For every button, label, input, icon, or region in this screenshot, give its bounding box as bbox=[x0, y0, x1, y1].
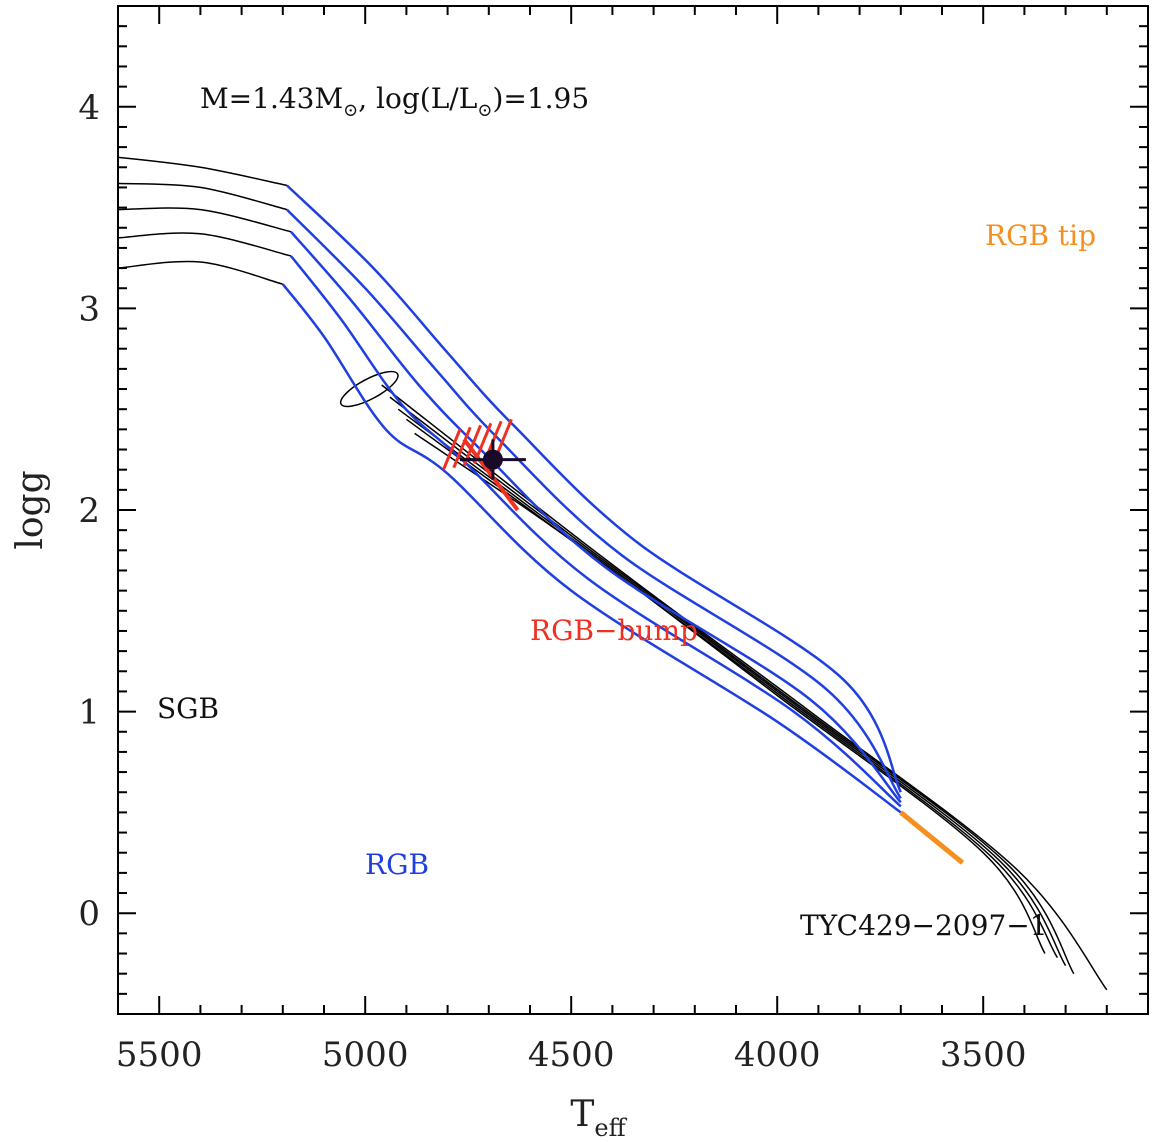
sgb-track-line bbox=[117, 207, 292, 233]
y-tick-label: 0 bbox=[78, 894, 100, 934]
axis-ticks: 5500 5000 4500 4000 3500 0 1 2 3 4 bbox=[78, 5, 1149, 1075]
agb-track-line bbox=[381, 384, 1108, 991]
sgb-track-line bbox=[117, 232, 292, 257]
rgb-tip-label: RGB tip bbox=[985, 219, 1096, 252]
star-id-label: TYC429−2097−1 bbox=[800, 909, 1048, 942]
series-layer bbox=[117, 156, 1108, 991]
rgb-track-line bbox=[281, 283, 902, 814]
x-tick-label: 4500 bbox=[528, 1035, 615, 1075]
x-axis-title: Teff bbox=[570, 1094, 627, 1142]
rgb-track-line bbox=[286, 208, 902, 800]
sgb-track-line bbox=[117, 156, 288, 187]
y-tick-label: 1 bbox=[78, 693, 100, 733]
x-tick-label: 3500 bbox=[940, 1035, 1027, 1075]
x-axis-title-subscript: eff bbox=[594, 1114, 627, 1142]
y-tick-label: 4 bbox=[78, 88, 100, 128]
rgb-track-line bbox=[290, 230, 902, 804]
rgb-track-line bbox=[286, 184, 902, 793]
agb-track-line bbox=[389, 396, 1075, 975]
y-tick-label: 3 bbox=[78, 289, 100, 329]
rgb-bump-mark bbox=[462, 438, 520, 512]
x-tick-label: 5500 bbox=[116, 1035, 203, 1075]
sgb-track-line bbox=[117, 182, 288, 211]
rgb-bump-label: RGB−bump bbox=[530, 614, 698, 647]
star-point bbox=[482, 449, 503, 470]
x-tick-label: 5000 bbox=[322, 1035, 409, 1075]
mass-luminosity-label: M=1.43M⊙, log(L/L⊙)=1.95 bbox=[200, 82, 589, 121]
agb-track-line bbox=[397, 408, 1067, 966]
sgb-label: SGB bbox=[157, 692, 219, 725]
y-axis-title: logg bbox=[10, 470, 51, 549]
rgb-tip-segment bbox=[899, 810, 965, 865]
x-tick-label: 4000 bbox=[734, 1035, 821, 1075]
sgb-track-line bbox=[117, 260, 283, 285]
rgb-bump-mark bbox=[452, 426, 472, 469]
clump-loop bbox=[339, 370, 399, 408]
rgb-track-line bbox=[290, 255, 902, 808]
agb-track-line bbox=[414, 432, 1046, 954]
y-tick-label: 2 bbox=[78, 491, 100, 531]
rgb-label: RGB bbox=[365, 848, 429, 881]
rgb-bump-mark bbox=[442, 428, 462, 471]
agb-track-line bbox=[405, 418, 1059, 959]
